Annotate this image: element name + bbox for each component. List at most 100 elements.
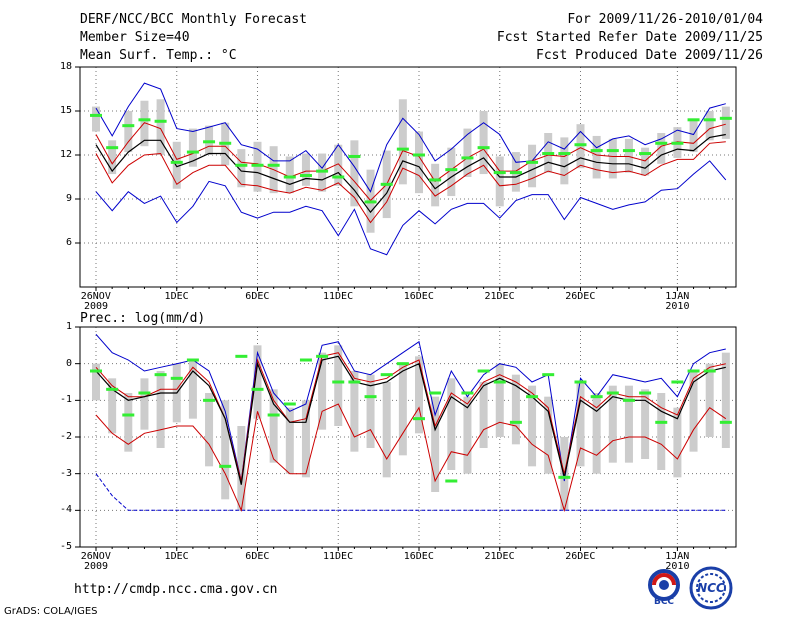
prec-spread-bar xyxy=(511,374,520,445)
prec-xtick-year: 2009 xyxy=(84,561,109,572)
temp-obs-mark xyxy=(396,147,409,151)
prec-obs-mark xyxy=(526,395,539,399)
prec-ytick-label: -1 xyxy=(59,394,72,406)
temp-ytick-label: 12 xyxy=(59,149,72,160)
prec-spread-bar xyxy=(124,393,133,452)
temp-obs-mark xyxy=(203,140,216,144)
temp-xtick-label: 1JAN xyxy=(665,291,690,302)
temp-spread-bar xyxy=(624,138,633,173)
prec-ytick-label: -2 xyxy=(59,431,72,442)
temp-obs-mark xyxy=(413,153,425,157)
temp-spread-bar xyxy=(108,140,117,175)
temp-spread-bar xyxy=(350,140,359,207)
temp-obs-mark xyxy=(332,175,345,179)
temp-xtick-label: 26NOV xyxy=(80,291,111,302)
prec-obs-mark xyxy=(138,391,151,395)
temp-obs-mark xyxy=(219,141,232,145)
temp-spread-bar xyxy=(721,106,730,139)
temp-ytick-label: 18 xyxy=(59,61,72,72)
prec-xtick-label: 26NOV xyxy=(80,551,111,562)
prec-obs-mark xyxy=(283,402,296,406)
prec-obs-mark xyxy=(235,354,248,358)
temp-spread-bar xyxy=(608,138,617,179)
temp-xtick-label: 6DEC xyxy=(245,291,270,302)
prec-spread-bar xyxy=(92,363,100,401)
prec-spread-bar xyxy=(366,374,375,448)
temp-spread-bar xyxy=(592,135,601,179)
prec-ytick-label: 0 xyxy=(65,357,72,369)
prec-min-line xyxy=(95,473,726,511)
prec-spread-bar xyxy=(188,360,197,419)
temp-spread-bar xyxy=(140,100,149,147)
prec-spread-bar xyxy=(253,345,262,419)
prec-spread-bar xyxy=(673,407,682,478)
prec-obs-mark xyxy=(558,475,571,479)
prec-xtick-label: 1JAN xyxy=(665,551,690,562)
prec-xtick-label: 16DEC xyxy=(403,551,434,562)
prec-obs-mark xyxy=(622,398,635,402)
temp-obs-mark xyxy=(122,124,135,128)
prec-obs-mark xyxy=(186,358,199,362)
temp-obs-mark xyxy=(477,146,490,150)
grads-credit: GrADS: COLA/IGES xyxy=(4,606,98,617)
prec-obs-mark xyxy=(671,380,684,384)
prec-ytick-label: 1 xyxy=(65,321,72,332)
temp-spread-bar xyxy=(495,156,504,207)
temp-spread-bar xyxy=(463,128,472,177)
prec-max-line xyxy=(95,333,726,482)
prec-spread-bar xyxy=(528,385,537,467)
prec-obs-mark xyxy=(655,420,668,424)
prec-spread-bar xyxy=(398,363,407,456)
prec-xtick-label: 26DEC xyxy=(565,551,596,562)
temp-spread-bar xyxy=(641,147,650,176)
source-url[interactable]: http://cmdp.ncc.cma.gov.cn xyxy=(74,582,278,597)
temp-obs-mark xyxy=(558,152,571,156)
prec-obs-mark xyxy=(316,354,329,358)
prec-spread-bar xyxy=(495,363,504,437)
temp-spread-bar xyxy=(188,128,197,167)
temp-obs-mark xyxy=(493,171,506,175)
temp-xtick-label: 21DEC xyxy=(484,291,515,302)
temp-upper-line xyxy=(95,122,726,202)
prec-obs-mark xyxy=(106,387,119,391)
bcc-logo-text: BCC xyxy=(653,597,675,607)
forecast-produced-date: Fcst Produced Date 2009/11/26 xyxy=(536,48,763,63)
temp-obs-mark xyxy=(687,118,700,122)
prec-xtick-label: 21DEC xyxy=(484,551,515,562)
prec-obs-mark xyxy=(639,391,652,395)
temp-obs-mark xyxy=(639,152,652,156)
prec-spread-bar xyxy=(285,407,294,474)
prec-obs-mark xyxy=(574,380,587,384)
prec-obs-mark xyxy=(413,417,425,421)
temp-max-line xyxy=(95,82,726,193)
temp-spread-bar xyxy=(560,137,569,185)
prec-spread-bar xyxy=(592,393,601,474)
prec-spread-bar xyxy=(576,382,585,467)
prec-obs-mark xyxy=(509,420,522,424)
temp-xtick-label: 11DEC xyxy=(323,291,354,302)
prec-xtick-label: 11DEC xyxy=(323,551,354,562)
prec-obs-mark xyxy=(445,479,458,483)
temp-obs-mark xyxy=(719,116,732,120)
prec-spread-bar xyxy=(140,378,149,430)
prec-obs-mark xyxy=(703,369,716,373)
forecast-period: For 2009/11/26-2010/01/04 xyxy=(567,12,763,27)
prec-obs-mark xyxy=(203,398,216,402)
temp-xtick-label: 16DEC xyxy=(403,291,434,302)
prec-frame xyxy=(79,326,737,548)
prec-spread-bar xyxy=(156,371,165,448)
prec-spread-bar xyxy=(608,385,617,463)
prec-obs-mark xyxy=(219,464,232,468)
prec-xtick-label: 6DEC xyxy=(245,551,270,562)
temp-ytick-label: 9 xyxy=(65,193,72,204)
temp-obs-mark xyxy=(671,141,684,145)
temp-obs-mark xyxy=(138,118,151,122)
prec-ytick-label: -4 xyxy=(59,504,72,516)
prec-variable-label: Prec.: log(mm/d) xyxy=(80,311,206,326)
temp-xtick-year: 2009 xyxy=(84,301,109,312)
prec-spread-bar xyxy=(721,352,730,448)
temp-obs-mark xyxy=(445,168,458,172)
chart-title: DERF/NCC/BCC Monthly Forecast xyxy=(80,12,307,27)
prec-spread-bar xyxy=(624,385,633,463)
